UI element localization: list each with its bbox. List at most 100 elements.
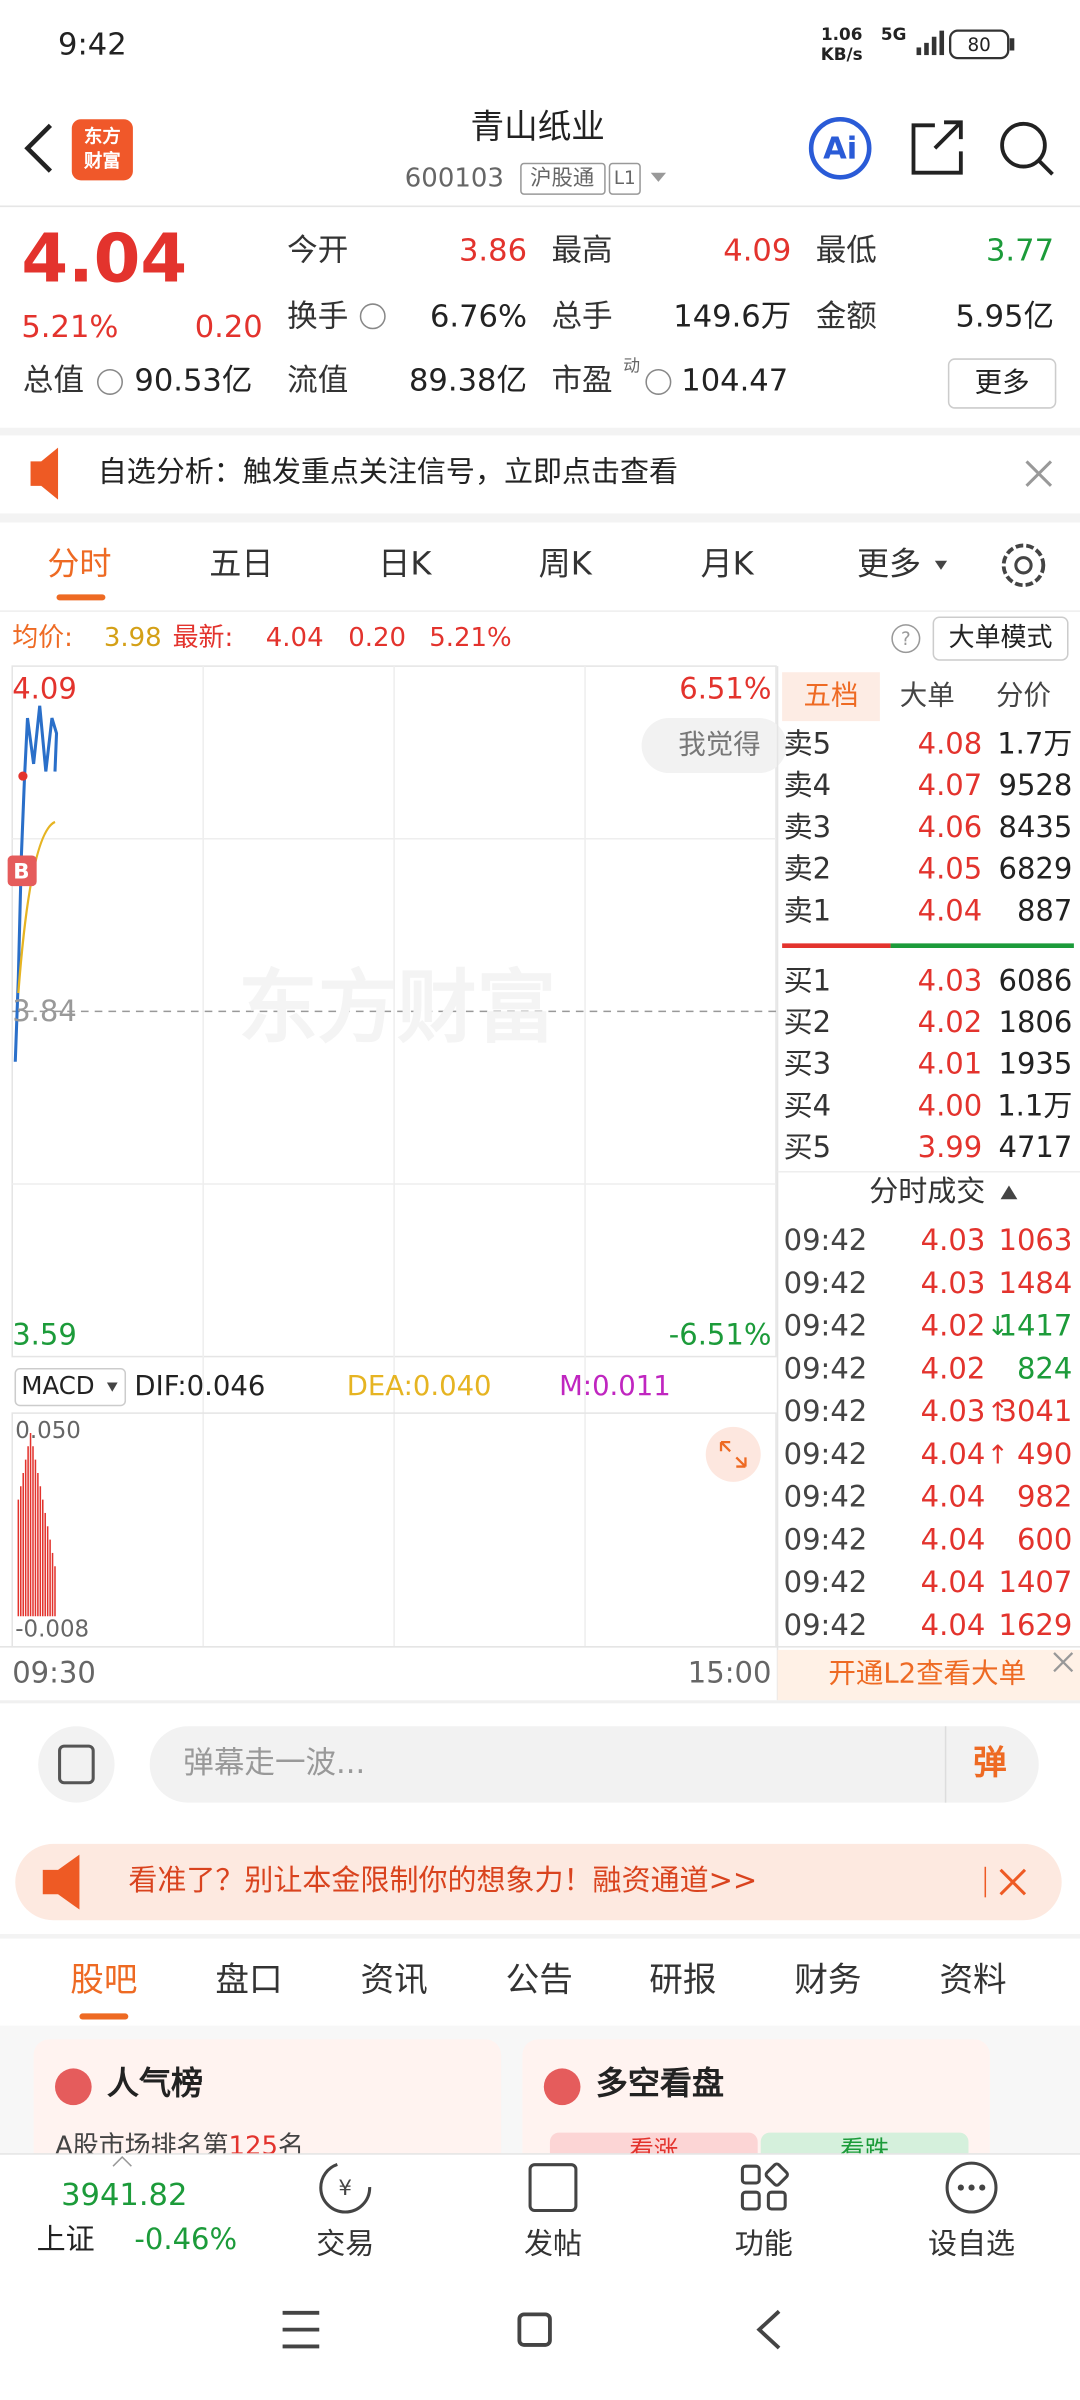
sentiment-icon [543, 2068, 581, 2106]
section-tab[interactable]: 资料 [939, 1960, 1006, 1999]
chart-tab[interactable]: 分时 [47, 544, 111, 582]
book-price: 4.03 [918, 963, 983, 997]
back-button[interactable] [24, 123, 53, 173]
search-button[interactable] [1000, 121, 1047, 169]
share-button[interactable] [911, 120, 963, 175]
info-icon[interactable] [359, 303, 386, 330]
book-tab[interactable]: 分价 [996, 680, 1051, 712]
chart-tab[interactable]: 更多 [857, 544, 921, 582]
danmaku-input[interactable] [149, 1726, 1039, 1803]
book-price: 4.08 [918, 727, 983, 761]
chart-tab[interactable]: 周K [539, 544, 593, 582]
post-icon[interactable] [528, 2163, 578, 2213]
help-icon[interactable] [891, 624, 921, 654]
trade-icon[interactable] [319, 2161, 372, 2214]
change: 0.20 [195, 310, 263, 345]
home-button[interactable] [517, 2312, 552, 2347]
back-nav-button[interactable] [756, 2309, 781, 2350]
section-tab[interactable]: 股吧 [70, 1960, 137, 1999]
trade-volume: 3041 [999, 1394, 1073, 1428]
field-label: 今开 [287, 234, 348, 269]
ad-icon [42, 1854, 80, 1910]
trade-time: 09:42 [784, 1266, 868, 1300]
chart-tab[interactable]: 日K [378, 544, 432, 582]
comment-text: 我觉得 [678, 729, 760, 761]
tag: L1 [614, 168, 636, 189]
field-value: 89.38亿 [409, 363, 527, 398]
section-tab[interactable]: 研报 [649, 1960, 716, 1999]
popularity-icon [54, 2068, 92, 2106]
watermark: 东方财富 [238, 961, 556, 1054]
ad-banner[interactable] [15, 1843, 1062, 1921]
close-button[interactable] [1025, 460, 1053, 487]
macd-selector[interactable] [14, 1368, 127, 1407]
book-label: 买3 [784, 1047, 831, 1081]
avg-value: 3.98 [104, 623, 162, 653]
info-icon[interactable] [97, 368, 123, 395]
book-tab[interactable]: 大单 [900, 680, 955, 712]
book-price: 4.02 [918, 1005, 983, 1039]
more-button[interactable] [947, 358, 1057, 409]
watchlist-icon[interactable] [945, 2161, 998, 2214]
chart-tab[interactable]: 月K [701, 544, 755, 582]
book-volume: 6829 [999, 852, 1073, 886]
macd-dif: DIF:0.046 [134, 1370, 265, 1402]
l2-close[interactable] [1053, 1652, 1074, 1673]
dropdown-icon [106, 1382, 118, 1392]
ai-button[interactable] [808, 116, 872, 180]
logo [71, 119, 133, 181]
danmaku-toggle[interactable] [38, 1726, 115, 1803]
section-tab[interactable]: 资讯 [361, 1960, 428, 1999]
sort-icon [1000, 1185, 1018, 1200]
mode-button[interactable] [932, 616, 1069, 661]
expand-button[interactable] [705, 1426, 761, 1482]
trade-price: 4.03 [921, 1266, 986, 1300]
nav-item[interactable]: 功能 [735, 2227, 793, 2261]
function-icon[interactable] [740, 2162, 789, 2211]
popularity-card[interactable] [33, 2039, 502, 2177]
nav-item[interactable]: 交易 [316, 2227, 374, 2261]
tag: 沪股通 [530, 166, 594, 191]
card-title: 人气榜 [107, 2064, 203, 2102]
time-end: 15:00 [688, 1655, 772, 1689]
trade-price: 4.02 [921, 1309, 986, 1343]
book-label: 买5 [784, 1130, 831, 1164]
section-tab[interactable]: 盘口 [215, 1960, 282, 1999]
chart-tab[interactable]: 五日 [209, 544, 273, 582]
trade-price: 4.04 [921, 1437, 986, 1471]
logo-text: 东方 [84, 126, 121, 148]
comment-bubble [641, 718, 787, 774]
index-change: -0.46% [134, 2222, 237, 2256]
info-icon[interactable] [645, 368, 672, 395]
stock-code: 600103 [405, 163, 504, 193]
book-volume: 8435 [999, 810, 1073, 844]
l2-banner[interactable] [777, 1649, 1080, 1701]
help-mark: ? [901, 629, 911, 650]
section-tab[interactable]: 财务 [794, 1960, 861, 1999]
menu-button[interactable] [282, 2310, 320, 2349]
trade-price: 4.04 [921, 1480, 986, 1514]
y-low: 3.59 [12, 1318, 77, 1352]
y-low-pct: -6.51% [669, 1318, 772, 1352]
nav-item[interactable]: 发帖 [524, 2227, 582, 2261]
trade-volume: 1407 [999, 1565, 1073, 1599]
book-label: 买4 [784, 1088, 831, 1122]
dropdown-icon[interactable] [650, 172, 667, 182]
book-label: 卖2 [784, 852, 831, 886]
card-title: 多空看盘 [596, 2064, 724, 2102]
mode-button-label: 大单模式 [949, 623, 1053, 653]
book-price: 4.05 [918, 852, 983, 886]
trade-volume: 1484 [999, 1266, 1073, 1300]
ad-close[interactable] [999, 1868, 1027, 1896]
settings-button[interactable] [1001, 543, 1046, 588]
field-value: 149.6万 [673, 299, 791, 334]
speaker-icon [30, 447, 59, 500]
chart-grid [12, 666, 777, 1647]
y-high: 4.09 [12, 672, 77, 706]
book-tab[interactable]: 五档 [804, 680, 859, 712]
tab-underline [56, 594, 106, 601]
section-tab[interactable]: 公告 [506, 1960, 573, 1999]
settings-center [1014, 556, 1033, 575]
nav-item[interactable]: 设自选 [928, 2227, 1015, 2261]
